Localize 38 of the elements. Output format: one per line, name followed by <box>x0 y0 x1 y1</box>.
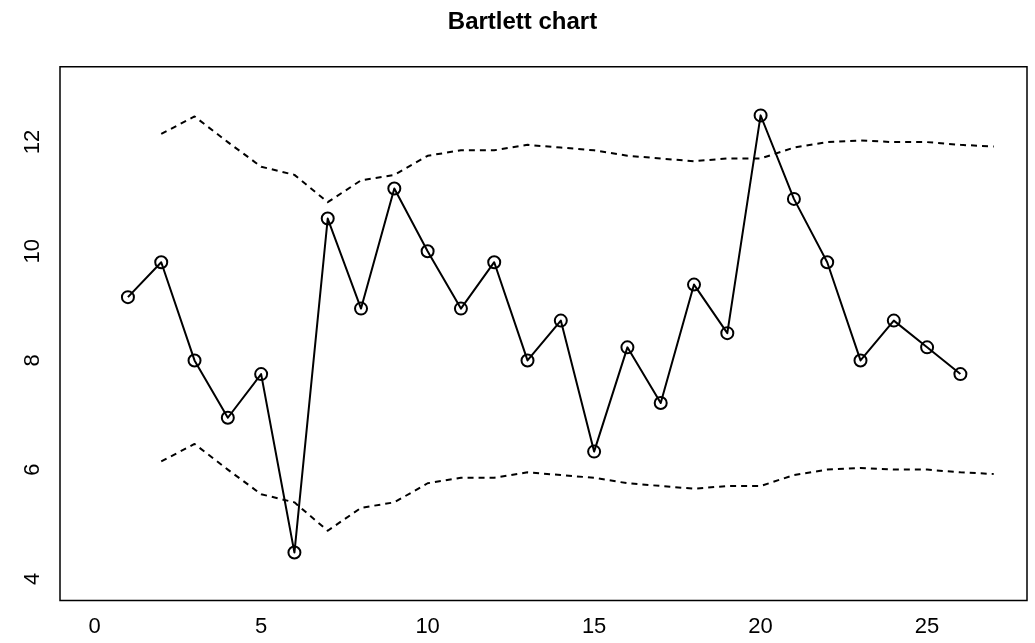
point <box>220 410 235 425</box>
point <box>520 353 535 368</box>
point <box>653 396 668 411</box>
point <box>786 191 801 206</box>
point <box>387 181 402 196</box>
point <box>620 340 635 355</box>
point <box>920 340 935 355</box>
chart-title: Bartlett chart <box>447 7 598 35</box>
x-tick-label: 10 <box>415 612 440 638</box>
point <box>354 301 369 316</box>
point <box>287 545 302 560</box>
point <box>720 326 735 341</box>
point <box>154 255 169 270</box>
point <box>187 353 202 368</box>
point <box>753 108 768 123</box>
y-tick-label: 8 <box>19 354 45 367</box>
x-tick-label: 15 <box>581 612 607 638</box>
point <box>953 367 968 382</box>
point <box>687 277 702 292</box>
point <box>120 290 135 305</box>
y-tick-label: 10 <box>19 239 45 264</box>
x-tick-label: 5 <box>255 612 268 638</box>
y-tick-label: 4 <box>19 572 45 585</box>
x-tick-label: 20 <box>748 612 773 638</box>
point <box>853 353 868 368</box>
point <box>420 244 435 259</box>
point <box>886 313 901 328</box>
x-tick-label: 25 <box>914 612 940 638</box>
point <box>587 444 602 459</box>
point <box>820 255 835 270</box>
point <box>553 313 568 328</box>
point <box>320 211 335 226</box>
point <box>453 301 468 316</box>
point <box>487 255 502 270</box>
x-tick-label: 0 <box>88 612 101 638</box>
y-tick-label: 6 <box>19 463 45 476</box>
y-tick-label: 12 <box>19 129 45 155</box>
point <box>254 367 269 382</box>
